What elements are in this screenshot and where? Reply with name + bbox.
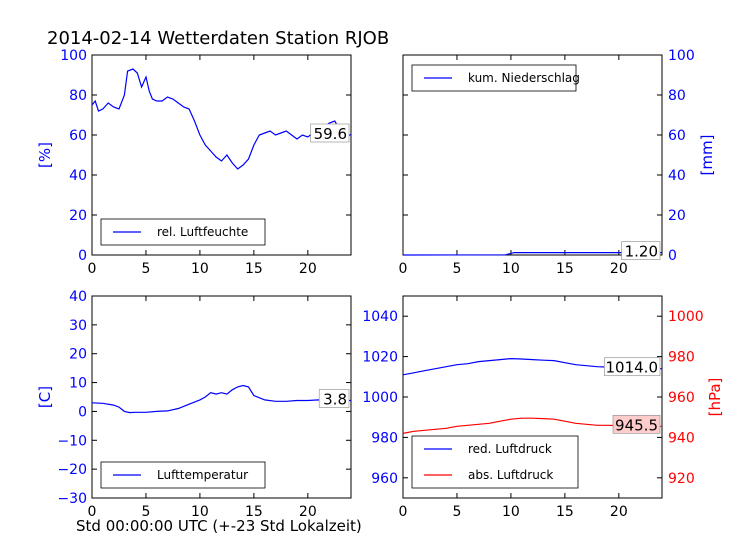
temperature-annotation-box xyxy=(318,389,350,408)
precip-ytick-label: 0 xyxy=(668,248,677,264)
temperature-xtick-label: 5 xyxy=(141,504,150,520)
temperature-ytick-label: 10 xyxy=(69,376,87,392)
precip-xtick-label: 5 xyxy=(452,261,461,277)
humidity-ytick-label: 20 xyxy=(69,208,87,224)
humidity-xtick-label: 15 xyxy=(245,261,263,277)
precip-xtick-label: 20 xyxy=(610,261,628,277)
temperature-y-axis-label: [C] xyxy=(36,386,54,408)
humidity-ytick-label: 0 xyxy=(78,248,87,264)
precip-legend-label: kum. Niederschlag xyxy=(468,71,580,85)
pressure-xtick-label: 10 xyxy=(502,504,520,520)
precip-ytick-label: 40 xyxy=(668,168,686,184)
pressure-xtick-label: 20 xyxy=(610,504,628,520)
precip-ytick-label: 20 xyxy=(668,208,686,224)
temperature-plot-frame xyxy=(91,295,352,499)
pressure-ytick-label: 960 xyxy=(371,471,398,487)
pressure-annotation: 1014.0 xyxy=(606,359,659,377)
pressure-ytick-right-label: 920 xyxy=(668,471,695,487)
humidity-annotation: 59.6 xyxy=(314,125,347,143)
precip-annotation-box xyxy=(621,241,661,260)
pressure-ytick-label: 1000 xyxy=(362,390,398,406)
humidity-annotation-box xyxy=(310,123,350,143)
pressure-ytick-label: 1020 xyxy=(362,350,398,366)
temperature-xtick-label: 15 xyxy=(245,504,263,520)
pressure-ytick-right-label: 940 xyxy=(668,430,695,446)
precip-series-line-0 xyxy=(402,252,662,256)
humidity-xtick-label: 10 xyxy=(191,261,209,277)
humidity-xtick-label: 0 xyxy=(88,261,97,277)
temperature-xtick-label: 0 xyxy=(88,504,97,520)
precip-ytick-label: 100 xyxy=(668,48,695,64)
humidity-ytick-label: 40 xyxy=(69,168,87,184)
temperature-ytick-label: 40 xyxy=(69,289,87,305)
temperature-legend-label: Lufttemperatur xyxy=(157,468,248,482)
pressure-legend-label: abs. Luftdruck xyxy=(468,468,553,482)
temperature-ytick-label: 30 xyxy=(69,318,87,334)
pressure-xtick-label: 0 xyxy=(399,504,408,520)
temperature-panel: 0 5 10 15 20 −30 −20 −10 0 10 20 30 40 [C] 3.8 Lufttemp… xyxy=(36,289,352,520)
precip-plot-frame xyxy=(402,54,663,256)
humidity-legend-label: rel. Luftfeuchte xyxy=(157,225,248,239)
pressure-ytick-right-label: 960 xyxy=(668,390,695,406)
humidity-panel: 0 5 10 15 20 0 20 40 60 80 100 [%] 59.6 rel. Luftfeuc… xyxy=(36,48,352,277)
precip-panel: 0 5 10 15 20 0 20 40 60 80 100 [mm] 1.20 kum. Nieders… xyxy=(399,48,716,277)
precip-xtick-label: 0 xyxy=(399,261,408,277)
humidity-xtick-label: 20 xyxy=(299,261,317,277)
pressure-ytick-label: 980 xyxy=(371,430,398,446)
temperature-ytick-label: 0 xyxy=(78,404,87,420)
pressure-y-axis-right-label: [hPa] xyxy=(706,378,724,417)
humidity-xtick-label: 5 xyxy=(141,261,150,277)
temperature-ytick-label: −20 xyxy=(57,462,87,478)
pressure-xtick-label: 15 xyxy=(556,504,574,520)
precip-ytick-label: 60 xyxy=(668,128,686,144)
humidity-series-line-0 xyxy=(91,68,351,170)
x-axis-label: Std 00:00:00 UTC (+-23 Std Lokalzeit) xyxy=(76,517,362,535)
pressure-ytick-label: 1040 xyxy=(362,309,398,325)
pressure-legend-label: red. Luftdruck xyxy=(468,442,552,456)
precip-annotation: 1.20 xyxy=(625,243,658,261)
temperature-annotation: 3.8 xyxy=(323,390,347,408)
precip-xtick-label: 15 xyxy=(556,261,574,277)
pressure-ytick-right-label: 1000 xyxy=(668,309,704,325)
precip-xtick-label: 10 xyxy=(502,261,520,277)
pressure-legend-box xyxy=(411,435,579,489)
humidity-y-axis-label: [%] xyxy=(36,142,54,168)
temperature-ytick-label: −30 xyxy=(57,491,87,507)
temperature-xtick-label: 10 xyxy=(191,504,209,520)
temperature-xtick-label: 20 xyxy=(299,504,317,520)
temperature-ytick-label: 20 xyxy=(69,347,87,363)
temperature-series-line-0 xyxy=(91,384,352,414)
pressure-panel: 0 5 10 15 20 960 980 1000 1020 1040 920 940 960 980 10… xyxy=(362,295,724,520)
humidity-ytick-label: 80 xyxy=(69,88,87,104)
humidity-ytick-label: 60 xyxy=(69,128,87,144)
pressure-xtick-label: 5 xyxy=(452,504,461,520)
humidity-plot-frame xyxy=(91,54,352,256)
precip-ytick-label: 80 xyxy=(668,88,686,104)
humidity-ytick-label: 100 xyxy=(60,48,87,64)
pressure-annotation-right-box xyxy=(612,414,661,434)
pressure-ytick-right-label: 980 xyxy=(668,350,695,366)
pressure-annotation-right: 945.5 xyxy=(615,416,658,434)
precip-y-axis-label: [mm] xyxy=(698,135,716,176)
chart-title: 2014-02-14 Wetterdaten Station RJOB xyxy=(47,28,389,49)
pressure-annotation-box xyxy=(604,357,661,377)
temperature-ytick-label: −10 xyxy=(57,433,87,449)
